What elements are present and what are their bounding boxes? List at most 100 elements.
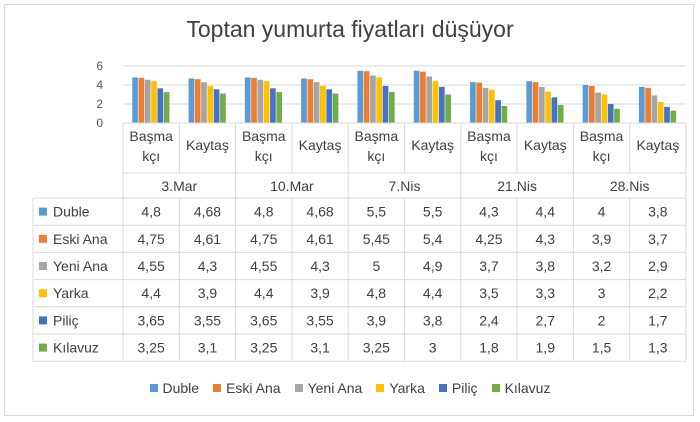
legend-swatch xyxy=(376,384,385,392)
chart-frame xyxy=(4,4,694,416)
bar xyxy=(320,85,326,123)
table-cell-value: 3,65 xyxy=(138,312,165,328)
bar xyxy=(495,100,501,123)
legend-label: Yeni Ana xyxy=(307,380,363,396)
legend-swatch xyxy=(149,384,158,392)
table-row-swatch xyxy=(39,316,47,325)
table-cell-value: 3,3 xyxy=(536,285,556,301)
bar xyxy=(301,78,307,123)
table-cell-value: 1,5 xyxy=(592,340,612,356)
table-cell-value: 3 xyxy=(429,340,437,356)
table-cell-value: 2,2 xyxy=(648,285,668,301)
bar xyxy=(270,88,276,123)
bar xyxy=(501,105,508,123)
x-subcategory-label: Başma kçı xyxy=(355,128,399,164)
legend-label: Piliç xyxy=(451,380,478,396)
bar xyxy=(614,108,620,123)
legend-swatch xyxy=(491,384,500,392)
table-cell-value: 4,4 xyxy=(423,285,443,301)
bar xyxy=(482,87,489,123)
bar xyxy=(532,82,539,123)
table-cell-value: 4,75 xyxy=(138,231,165,247)
legend-swatch xyxy=(294,384,303,392)
bar xyxy=(670,110,677,123)
table-cell-value: 3,1 xyxy=(310,340,330,356)
legend-item: Piliç xyxy=(438,380,478,396)
bar xyxy=(194,79,201,123)
bar xyxy=(144,79,151,123)
legend-label: Yarka xyxy=(389,380,425,396)
legend-swatch xyxy=(213,384,222,392)
table-cell-value: 4,9 xyxy=(423,258,443,274)
table-cell-value: 5,4 xyxy=(423,231,443,247)
bar xyxy=(307,79,314,123)
table-cell-value: 4,4 xyxy=(254,285,274,301)
legend-swatch xyxy=(438,384,447,392)
table-cell-value: 3,8 xyxy=(536,258,556,274)
bar xyxy=(332,93,339,123)
legend-label: Kılavuz xyxy=(504,380,551,396)
bar xyxy=(326,89,333,123)
x-group-label: 3.Mar xyxy=(161,178,197,194)
table-cell-value: 3,65 xyxy=(250,312,277,328)
bar xyxy=(445,94,451,123)
table-cell-value: 3 xyxy=(598,285,606,301)
bar xyxy=(213,89,220,123)
x-subcategory-label: Başma kçı xyxy=(129,128,173,164)
bar xyxy=(151,81,157,123)
bar xyxy=(276,92,283,123)
bar xyxy=(263,81,270,123)
bar xyxy=(488,89,495,123)
x-subcategory-label: Kaytaş xyxy=(299,137,342,153)
bar xyxy=(476,82,483,123)
table-cell-value: 4,55 xyxy=(250,258,277,274)
table-cell-value: 3,1 xyxy=(198,340,218,356)
y-tick-label: 0 xyxy=(96,116,103,130)
table-cell-value: 3,9 xyxy=(367,312,387,328)
table-cell-value: 3,8 xyxy=(423,312,443,328)
table-row-swatch xyxy=(39,207,47,216)
table-row-label: Duble xyxy=(53,204,90,220)
bar xyxy=(601,94,608,123)
legend-item: Yeni Ana xyxy=(294,380,363,396)
x-subcategory-label: Başma kçı xyxy=(242,128,286,164)
x-group-label: 28.Nis xyxy=(610,178,650,194)
table-cell-value: 1,3 xyxy=(648,340,668,356)
bar xyxy=(188,78,195,123)
legend: Duble Eski Ana Yeni Ana Yarka Piliç Kılavuz xyxy=(0,380,700,396)
table-cell-value: 1,9 xyxy=(536,340,556,356)
bar xyxy=(557,104,564,123)
table-cell-value: 4,8 xyxy=(141,204,161,220)
x-subcategory-label: Kaytaş xyxy=(524,137,567,153)
x-group-label: 7.Nis xyxy=(389,178,421,194)
table-row-label: Eski Ana xyxy=(53,231,108,247)
table-cell-value: 3,8 xyxy=(648,204,668,220)
bar xyxy=(526,81,533,123)
legend-label: Duble xyxy=(162,380,200,396)
table-cell-value: 4,75 xyxy=(250,231,277,247)
bar xyxy=(251,77,257,123)
table-cell-value: 2,7 xyxy=(536,312,556,328)
table-row-swatch xyxy=(39,262,47,270)
legend-label: Eski Ana xyxy=(226,380,281,396)
chart-title: Toptan yumurta fiyatları düşüyor xyxy=(186,16,514,42)
bar xyxy=(388,92,395,123)
table-cell-value: 4,55 xyxy=(138,258,165,274)
table-cell-value: 5,5 xyxy=(423,204,443,220)
table-cell-value: 4,4 xyxy=(141,285,161,301)
table-cell-value: 4,61 xyxy=(194,231,221,247)
table-cell-value: 3,7 xyxy=(648,231,668,247)
table-cell-value: 5,5 xyxy=(367,204,387,220)
bar xyxy=(607,104,614,123)
table-cell-value: 3,55 xyxy=(306,312,333,328)
table-cell-value: 4,68 xyxy=(306,204,333,220)
table-cell-value: 3,25 xyxy=(250,340,277,356)
bar xyxy=(220,93,226,123)
table-row-label: Kılavuz xyxy=(53,340,99,356)
table-cell-value: 4,4 xyxy=(536,204,556,220)
table-cell-value: 3,5 xyxy=(479,285,499,301)
table-cell-value: 1,7 xyxy=(648,312,668,328)
bar xyxy=(132,77,138,123)
bar xyxy=(651,95,658,123)
